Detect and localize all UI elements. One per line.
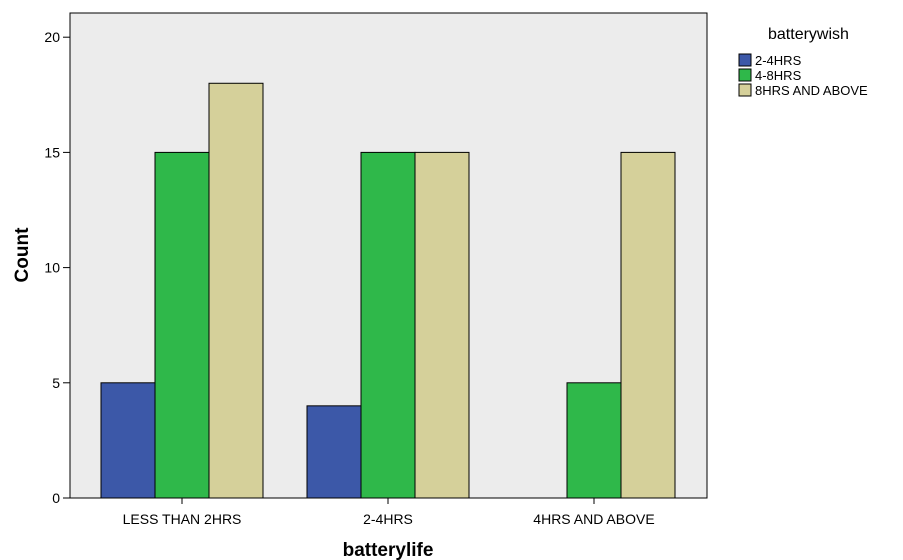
legend-label: 4-8HRS [755,68,802,83]
bars-group [100,82,676,499]
x-axis-title: batterylife [343,540,434,560]
x-axis: LESS THAN 2HRS 2-4HRS 4HRS AND ABOVE [123,498,655,527]
bar-4-8hrs-1 [360,151,416,499]
y-axis-title: Count [12,227,33,283]
bar-8hrs-and-above-1 [414,151,470,499]
x-tick-label: 2-4HRS [363,511,413,527]
bar-4-8hrs-2 [566,382,622,499]
bar-8hrs-and-above-0 [208,82,264,499]
y-tick-label: 20 [44,29,60,45]
legend-label: 2-4HRS [755,53,802,68]
bar-2-4hrs-1 [306,405,362,499]
legend-label: 8HRS AND ABOVE [755,83,868,98]
bar-2-4hrs-0 [100,382,156,499]
x-tick-label: 4HRS AND ABOVE [533,511,654,527]
legend-swatch [738,83,752,97]
y-tick-label: 0 [52,490,60,506]
bar-8hrs-and-above-2 [620,151,676,499]
y-tick-label: 5 [52,375,60,391]
legend-title: batterywish [768,26,849,43]
x-tick-label: LESS THAN 2HRS [123,511,242,527]
bar-4-8hrs-0 [154,151,210,499]
y-tick-label: 15 [44,144,60,160]
y-tick-label: 10 [44,260,60,276]
legend-swatch [738,53,752,67]
legend-swatch [738,68,752,82]
y-axis: 0 5 10 15 20 [44,29,70,506]
